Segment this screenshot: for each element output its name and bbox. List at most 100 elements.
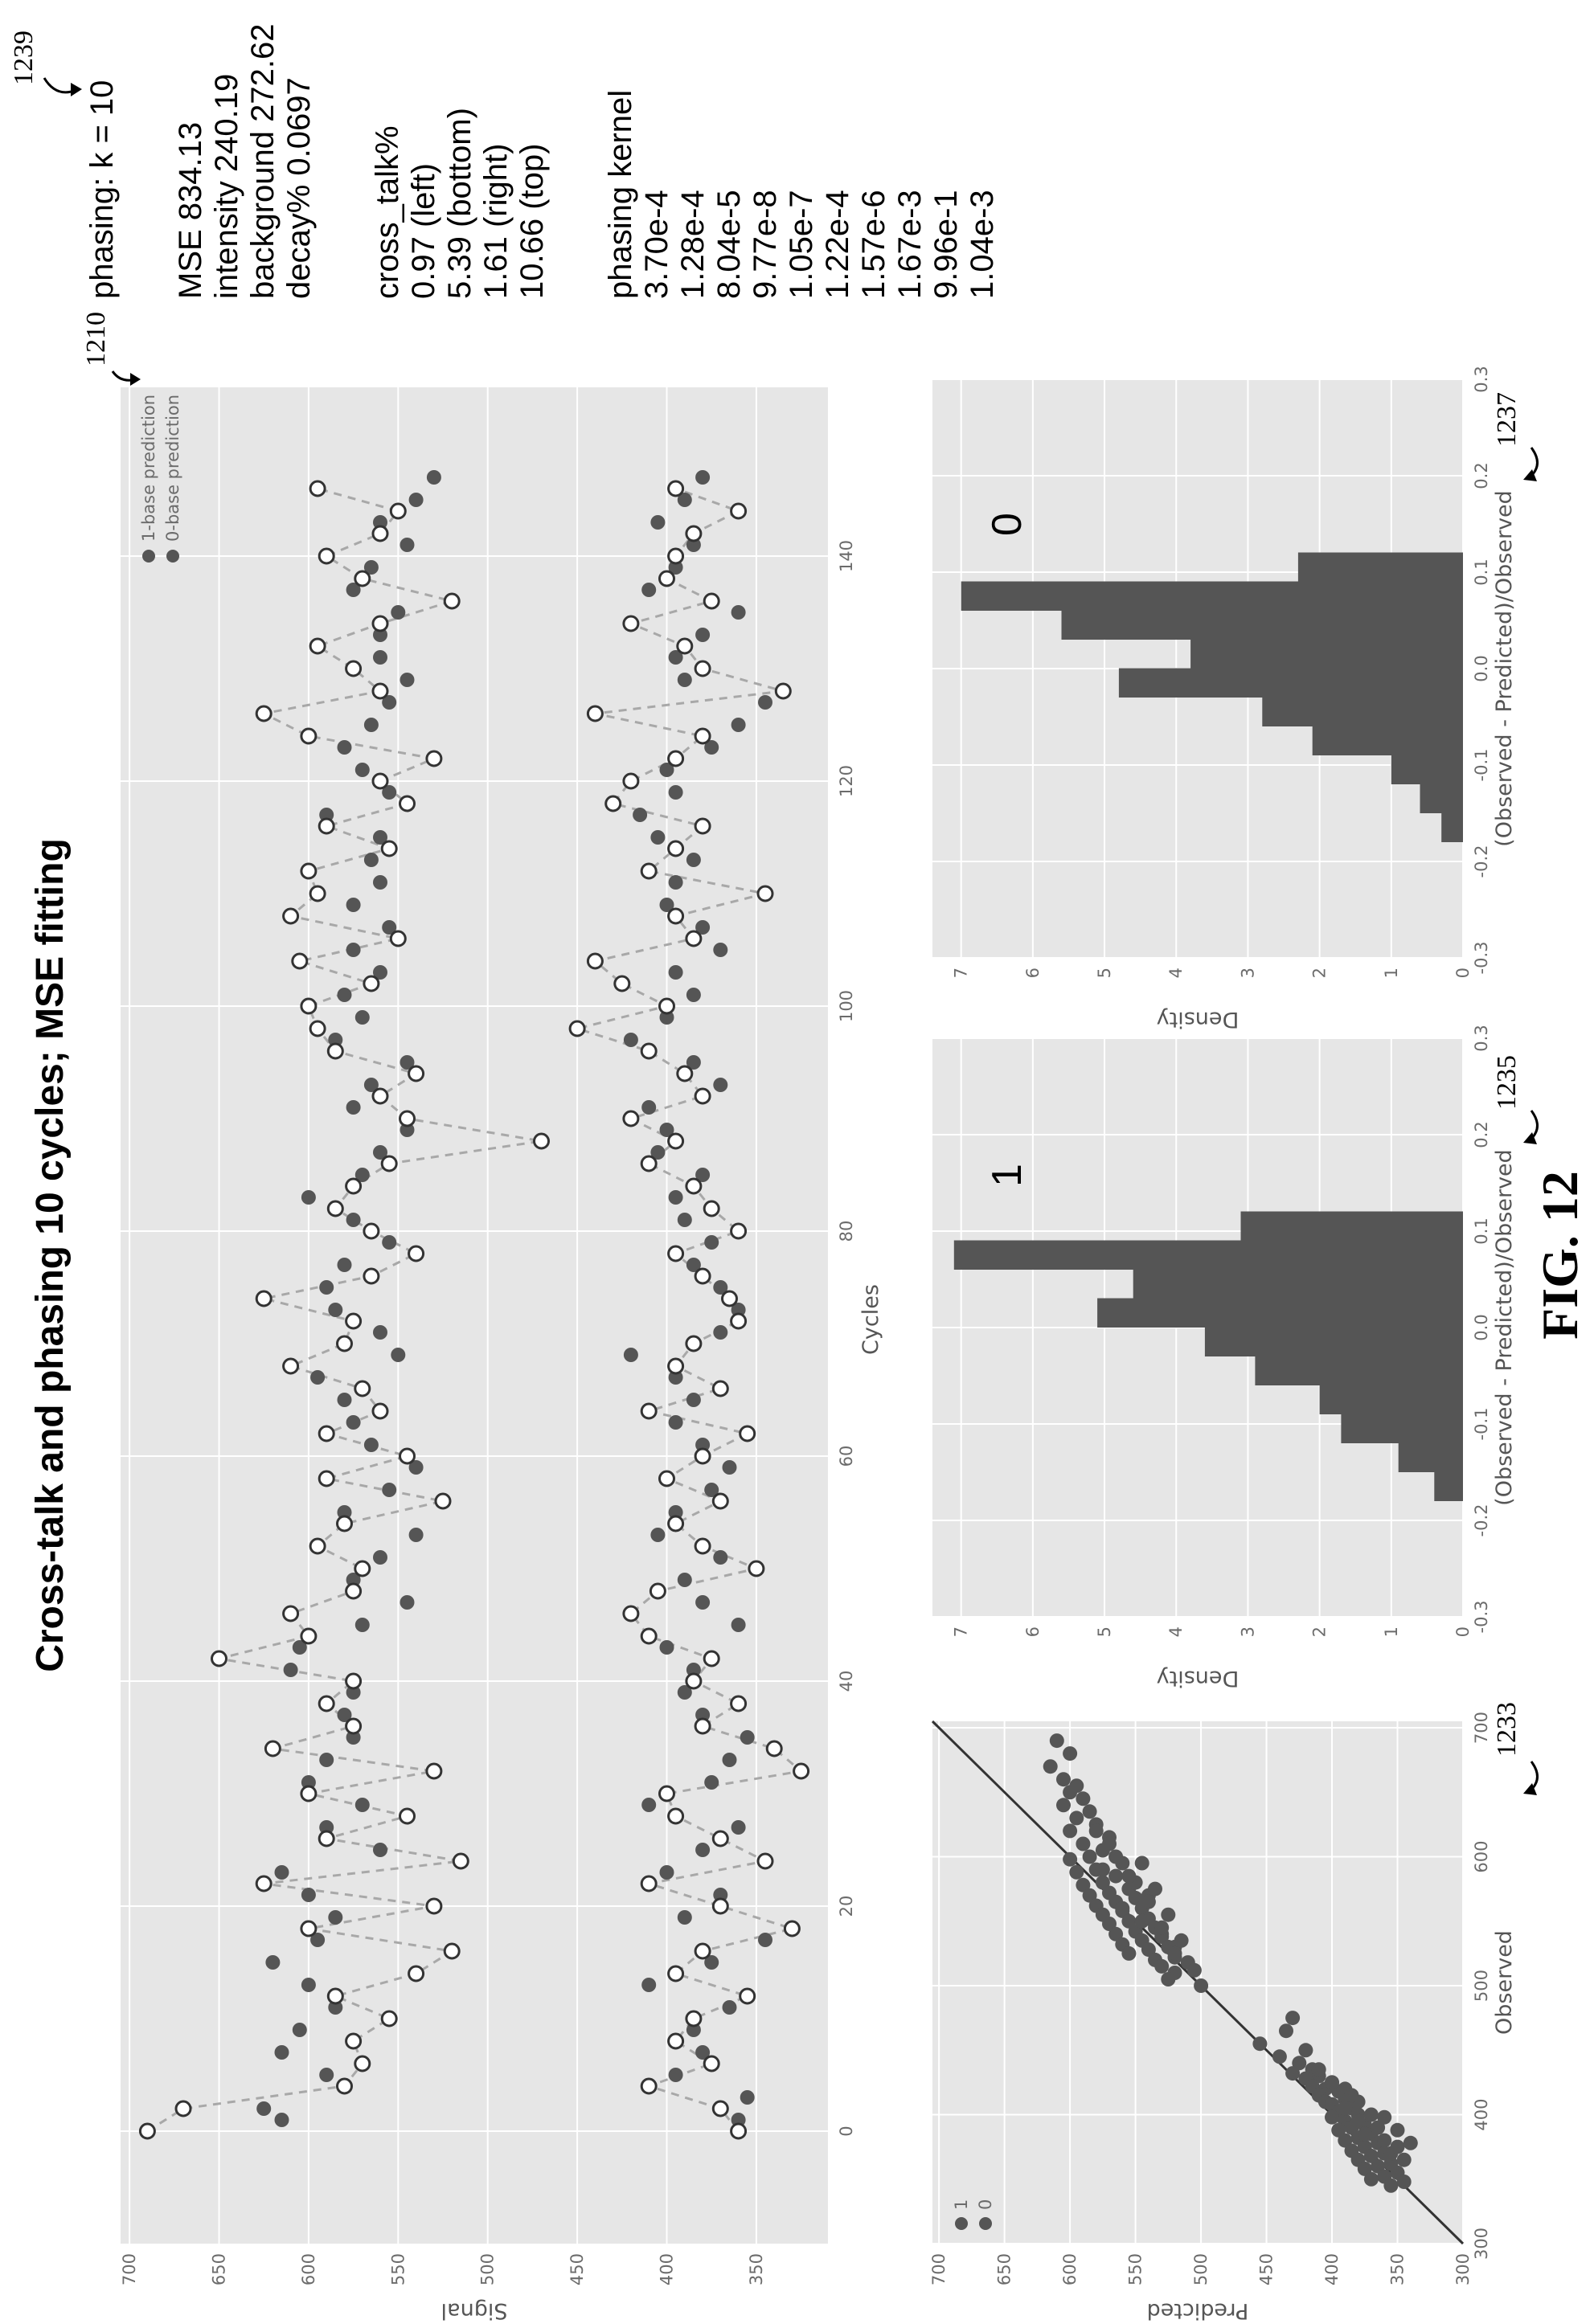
observed-point: [336, 1335, 353, 1352]
observed-point: [300, 1785, 318, 1802]
scatter-point: [1063, 1746, 1078, 1761]
y-tick-label: 350: [747, 2253, 766, 2285]
hist-1-bars: [953, 1211, 1464, 1501]
observed-point: [667, 1245, 685, 1262]
cross-talk-top: 10.66 (top): [514, 144, 550, 299]
scatter-point: [1357, 2126, 1372, 2142]
predicted-point: [677, 673, 692, 687]
y-tick-label: 2: [1310, 968, 1330, 978]
predicted-point: [363, 718, 379, 732]
observed-point: [282, 1605, 300, 1622]
y-tick-label: 6: [1023, 1626, 1043, 1637]
y-tick-label: 500: [1191, 2253, 1211, 2285]
predicted-point: [346, 1730, 361, 1745]
y-tick-label: 3: [1238, 968, 1257, 978]
predicted-point: [328, 1910, 343, 1925]
predicted-point: [400, 538, 415, 552]
scatter-point: [1115, 1901, 1130, 1916]
x-tick-label: -0.3: [1472, 942, 1491, 975]
predicted-point: [668, 2068, 683, 2082]
observed-point: [363, 975, 380, 992]
histogram-bar: [1319, 1385, 1463, 1414]
observed-point: [694, 817, 711, 835]
observed-point: [667, 750, 685, 767]
predicted-point: [301, 1190, 316, 1205]
y-tick-label: 5: [1095, 1626, 1114, 1637]
observed-point: [667, 907, 685, 925]
predicted-point: [641, 583, 657, 597]
phasing-kernel-value: 1.04e-3: [965, 190, 1000, 299]
phasing-kernel-value: 1.67e-3: [892, 190, 928, 299]
observed-point: [739, 1987, 756, 2005]
observed-point: [363, 1222, 380, 1240]
predicted-point: [713, 1280, 728, 1295]
observed-point: [586, 705, 604, 722]
observed-point: [174, 2100, 192, 2117]
y-tick-label: 350: [1388, 2253, 1408, 2285]
scatter-point: [1371, 2120, 1386, 2135]
observed-point: [318, 1470, 335, 1487]
scatter-point: [1134, 1856, 1149, 1871]
observed-point: [756, 885, 774, 902]
predicted-point: [319, 1820, 334, 1835]
observed-point: [363, 1267, 380, 1285]
predicted-point: [677, 1910, 692, 1925]
observed-point: [676, 1065, 694, 1082]
signal-tick-labels: 0 20 40 60 80 100 120 140 350 400 450 500 550 600 650 7…: [120, 540, 856, 2285]
predicted-point: [354, 1798, 370, 1812]
predicted-point: [337, 1393, 352, 1407]
scatter-point: [1108, 1926, 1124, 1941]
observed-point: [774, 682, 792, 700]
observed-point: [711, 1492, 729, 1510]
scatter-point: [1121, 1946, 1137, 1961]
x-tick-label: -0.1: [1472, 749, 1491, 782]
observed-point: [586, 952, 604, 970]
mse-value: MSE 834.13: [173, 122, 208, 299]
predicted-point: [363, 1078, 379, 1092]
scatter-point: [1121, 1868, 1137, 1884]
observed-point: [694, 1447, 711, 1465]
histogram-bar: [1398, 1442, 1463, 1472]
legend-marker-1: [955, 2217, 968, 2230]
observed-point: [640, 1875, 658, 1892]
predicted-point: [641, 1100, 657, 1115]
phasing-kernel-value: 8.04e-5: [711, 190, 747, 299]
predicted-point: [650, 1145, 666, 1160]
predicted-point: [337, 1505, 352, 1520]
observed-point: [371, 525, 389, 542]
x-tick-label: 40: [837, 1671, 856, 1692]
predicted-point: [256, 2101, 272, 2116]
scatter-point: [1298, 2043, 1313, 2058]
predicted-point: [346, 943, 361, 957]
legend-entry-1: 1: [952, 2199, 971, 2210]
figure-label: FIG. 12: [1531, 1171, 1588, 1340]
predicted-point: [373, 1550, 387, 1565]
observed-point: [425, 750, 443, 767]
observed-point: [676, 637, 694, 655]
predicted-point: [668, 1370, 683, 1385]
y-tick-label: 7: [952, 968, 971, 978]
predicted-point: [695, 1168, 711, 1182]
predicted-point: [695, 1595, 711, 1610]
observed-point: [354, 2055, 371, 2072]
ref-1210-arrowhead: [130, 373, 141, 386]
y-tick-label: 550: [388, 2253, 408, 2285]
background-value: background 272.62: [245, 24, 281, 300]
predicted-point: [713, 1078, 728, 1092]
observed-point: [694, 1537, 711, 1555]
cross-talk-left: 0.97 (left): [406, 163, 441, 299]
predicted-point: [346, 1213, 361, 1227]
observed-point: [255, 1290, 272, 1307]
y-tick-label: 4: [1166, 1626, 1186, 1637]
histogram-bar: [1097, 1298, 1463, 1328]
observed-point: [345, 1312, 363, 1330]
observed-point: [640, 1402, 658, 1420]
observed-point: [640, 2077, 658, 2095]
observed-point: [371, 615, 389, 632]
predicted-point: [400, 1055, 415, 1070]
observed-point: [711, 1897, 729, 1915]
observed-point: [318, 1695, 335, 1712]
observed-point: [765, 1740, 783, 1757]
scatter-point: [1134, 1913, 1149, 1929]
